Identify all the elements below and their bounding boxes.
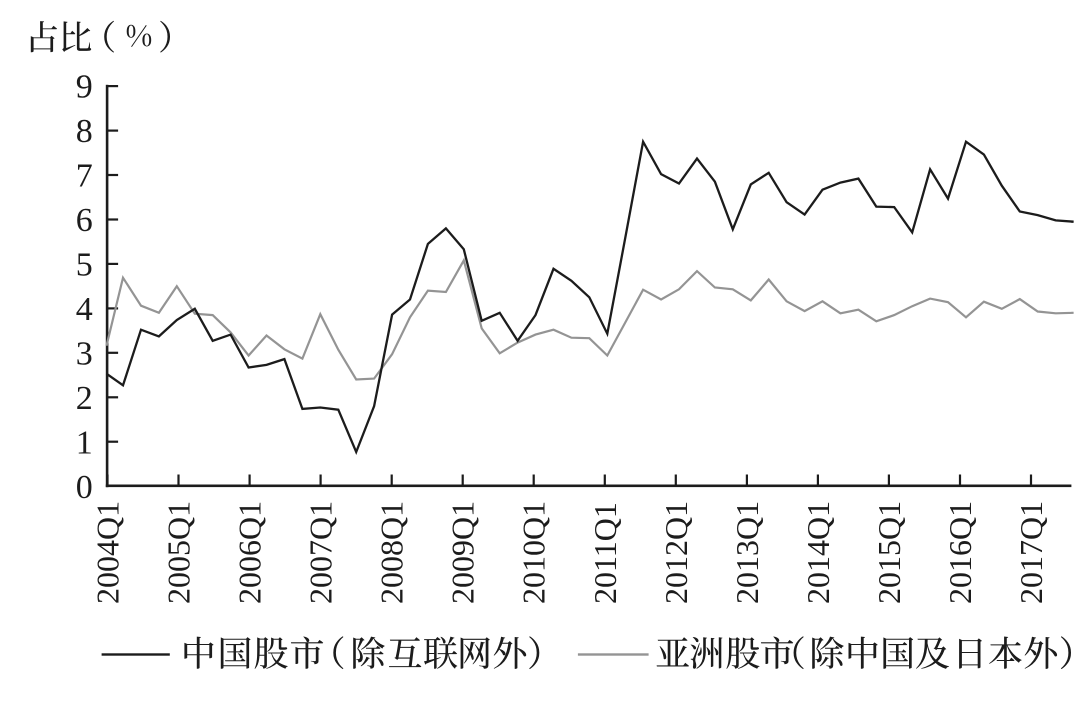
svg-text:0: 0 [76, 469, 93, 506]
svg-text:2006Q1: 2006Q1 [232, 501, 268, 604]
svg-text:2012Q1: 2012Q1 [658, 501, 694, 604]
svg-text:2010Q1: 2010Q1 [516, 501, 552, 604]
svg-text:8: 8 [76, 113, 93, 150]
svg-text:2005Q1: 2005Q1 [161, 501, 197, 604]
svg-text:5: 5 [76, 247, 93, 284]
svg-text:2011Q1: 2011Q1 [587, 502, 623, 604]
svg-text:2016Q1: 2016Q1 [942, 501, 978, 604]
svg-text:6: 6 [76, 202, 93, 239]
svg-text:2017Q1: 2017Q1 [1013, 501, 1049, 604]
svg-text:2013Q1: 2013Q1 [729, 501, 765, 604]
svg-text:1: 1 [76, 424, 93, 461]
svg-text:2: 2 [76, 380, 93, 417]
svg-text:9: 9 [76, 69, 93, 106]
svg-text:2015Q1: 2015Q1 [871, 501, 907, 604]
svg-text:2014Q1: 2014Q1 [800, 501, 836, 604]
svg-text:2004Q1: 2004Q1 [90, 501, 126, 604]
svg-text:2009Q1: 2009Q1 [445, 501, 481, 604]
svg-text:4: 4 [76, 291, 93, 328]
svg-text:2007Q1: 2007Q1 [303, 501, 339, 604]
svg-text:7: 7 [76, 158, 93, 195]
svg-text:2008Q1: 2008Q1 [374, 501, 410, 604]
svg-text:3: 3 [76, 335, 93, 372]
